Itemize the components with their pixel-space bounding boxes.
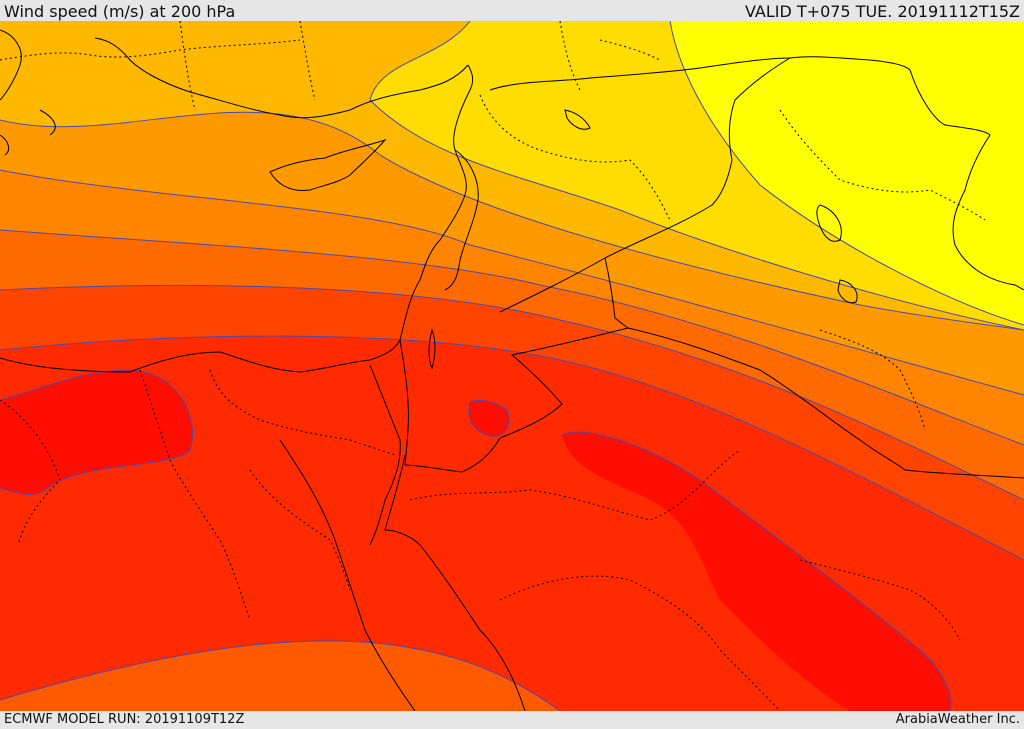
wind-speed-map [0, 21, 1024, 711]
isotach-1 [0, 640, 561, 711]
model-run-label: ECMWF MODEL RUN: 20191109T12Z [4, 712, 245, 727]
coastline-mediterranean-south [0, 64, 474, 373]
internal-border-5 [409, 449, 741, 521]
shade-band-5 [0, 112, 1024, 395]
isotach-4 [0, 229, 1024, 446]
internal-border-3 [209, 369, 396, 456]
coastline-red-sea-west [279, 439, 416, 711]
isotach-2 [0, 335, 1024, 561]
isotach-6 [0, 111, 1024, 331]
internal-border-1 [0, 399, 61, 546]
coastline-red-sea-east [384, 454, 526, 711]
map-footer: ECMWF MODEL RUN: 20191109T12Z ArabiaWeat… [0, 711, 1024, 729]
lake-razzaza [837, 279, 858, 304]
internal-border-11 [819, 329, 926, 431]
internal-border-10 [779, 109, 986, 221]
isotach-5 [0, 169, 1024, 396]
dead-sea [428, 328, 436, 370]
sinai-peninsula [369, 364, 401, 546]
border-lebanon-syria [444, 149, 479, 291]
border-iraq-iran [909, 69, 1024, 291]
shade-band-2 [0, 285, 1024, 560]
shade-band-3 [0, 230, 1024, 500]
internal-border-9 [559, 21, 661, 91]
jet-core-small [468, 400, 510, 437]
isotach-3 [0, 284, 1024, 501]
isotach-7 [369, 21, 1024, 331]
valid-time: VALID T+075 TUE. 20191112T15Z [744, 2, 1020, 21]
jet-core-east [562, 432, 952, 711]
border-jordan-saudi [404, 257, 630, 473]
shade-band-4 [0, 170, 1024, 445]
isotach-core-small [468, 399, 510, 437]
border-egypt-israel [399, 339, 409, 466]
lake-tharthar [816, 204, 842, 242]
internal-border-12 [0, 39, 301, 61]
shade-band-7 [370, 21, 1024, 330]
internal-border-8 [479, 94, 671, 221]
coastline-aegean [0, 29, 56, 156]
internal-border-2 [139, 369, 251, 621]
border-turkey-syria [489, 56, 911, 91]
border-iraq-saudi [627, 327, 1024, 479]
border-syria-iraq [499, 57, 791, 313]
coastline-turkey [94, 37, 469, 119]
internal-border-13 [179, 21, 316, 111]
isotach-core-east [561, 431, 952, 711]
lake-assad [564, 109, 591, 130]
credit-label: ArabiaWeather Inc. [895, 712, 1020, 727]
isotach-8 [669, 21, 1024, 326]
map-header: Wind speed (m/s) at 200 hPa VALID T+075 … [0, 0, 1024, 21]
shade-band-8 [670, 21, 1024, 325]
cyprus-island [269, 138, 387, 191]
isotach-core-west [0, 369, 193, 495]
map-title: Wind speed (m/s) at 200 hPa [4, 2, 236, 21]
